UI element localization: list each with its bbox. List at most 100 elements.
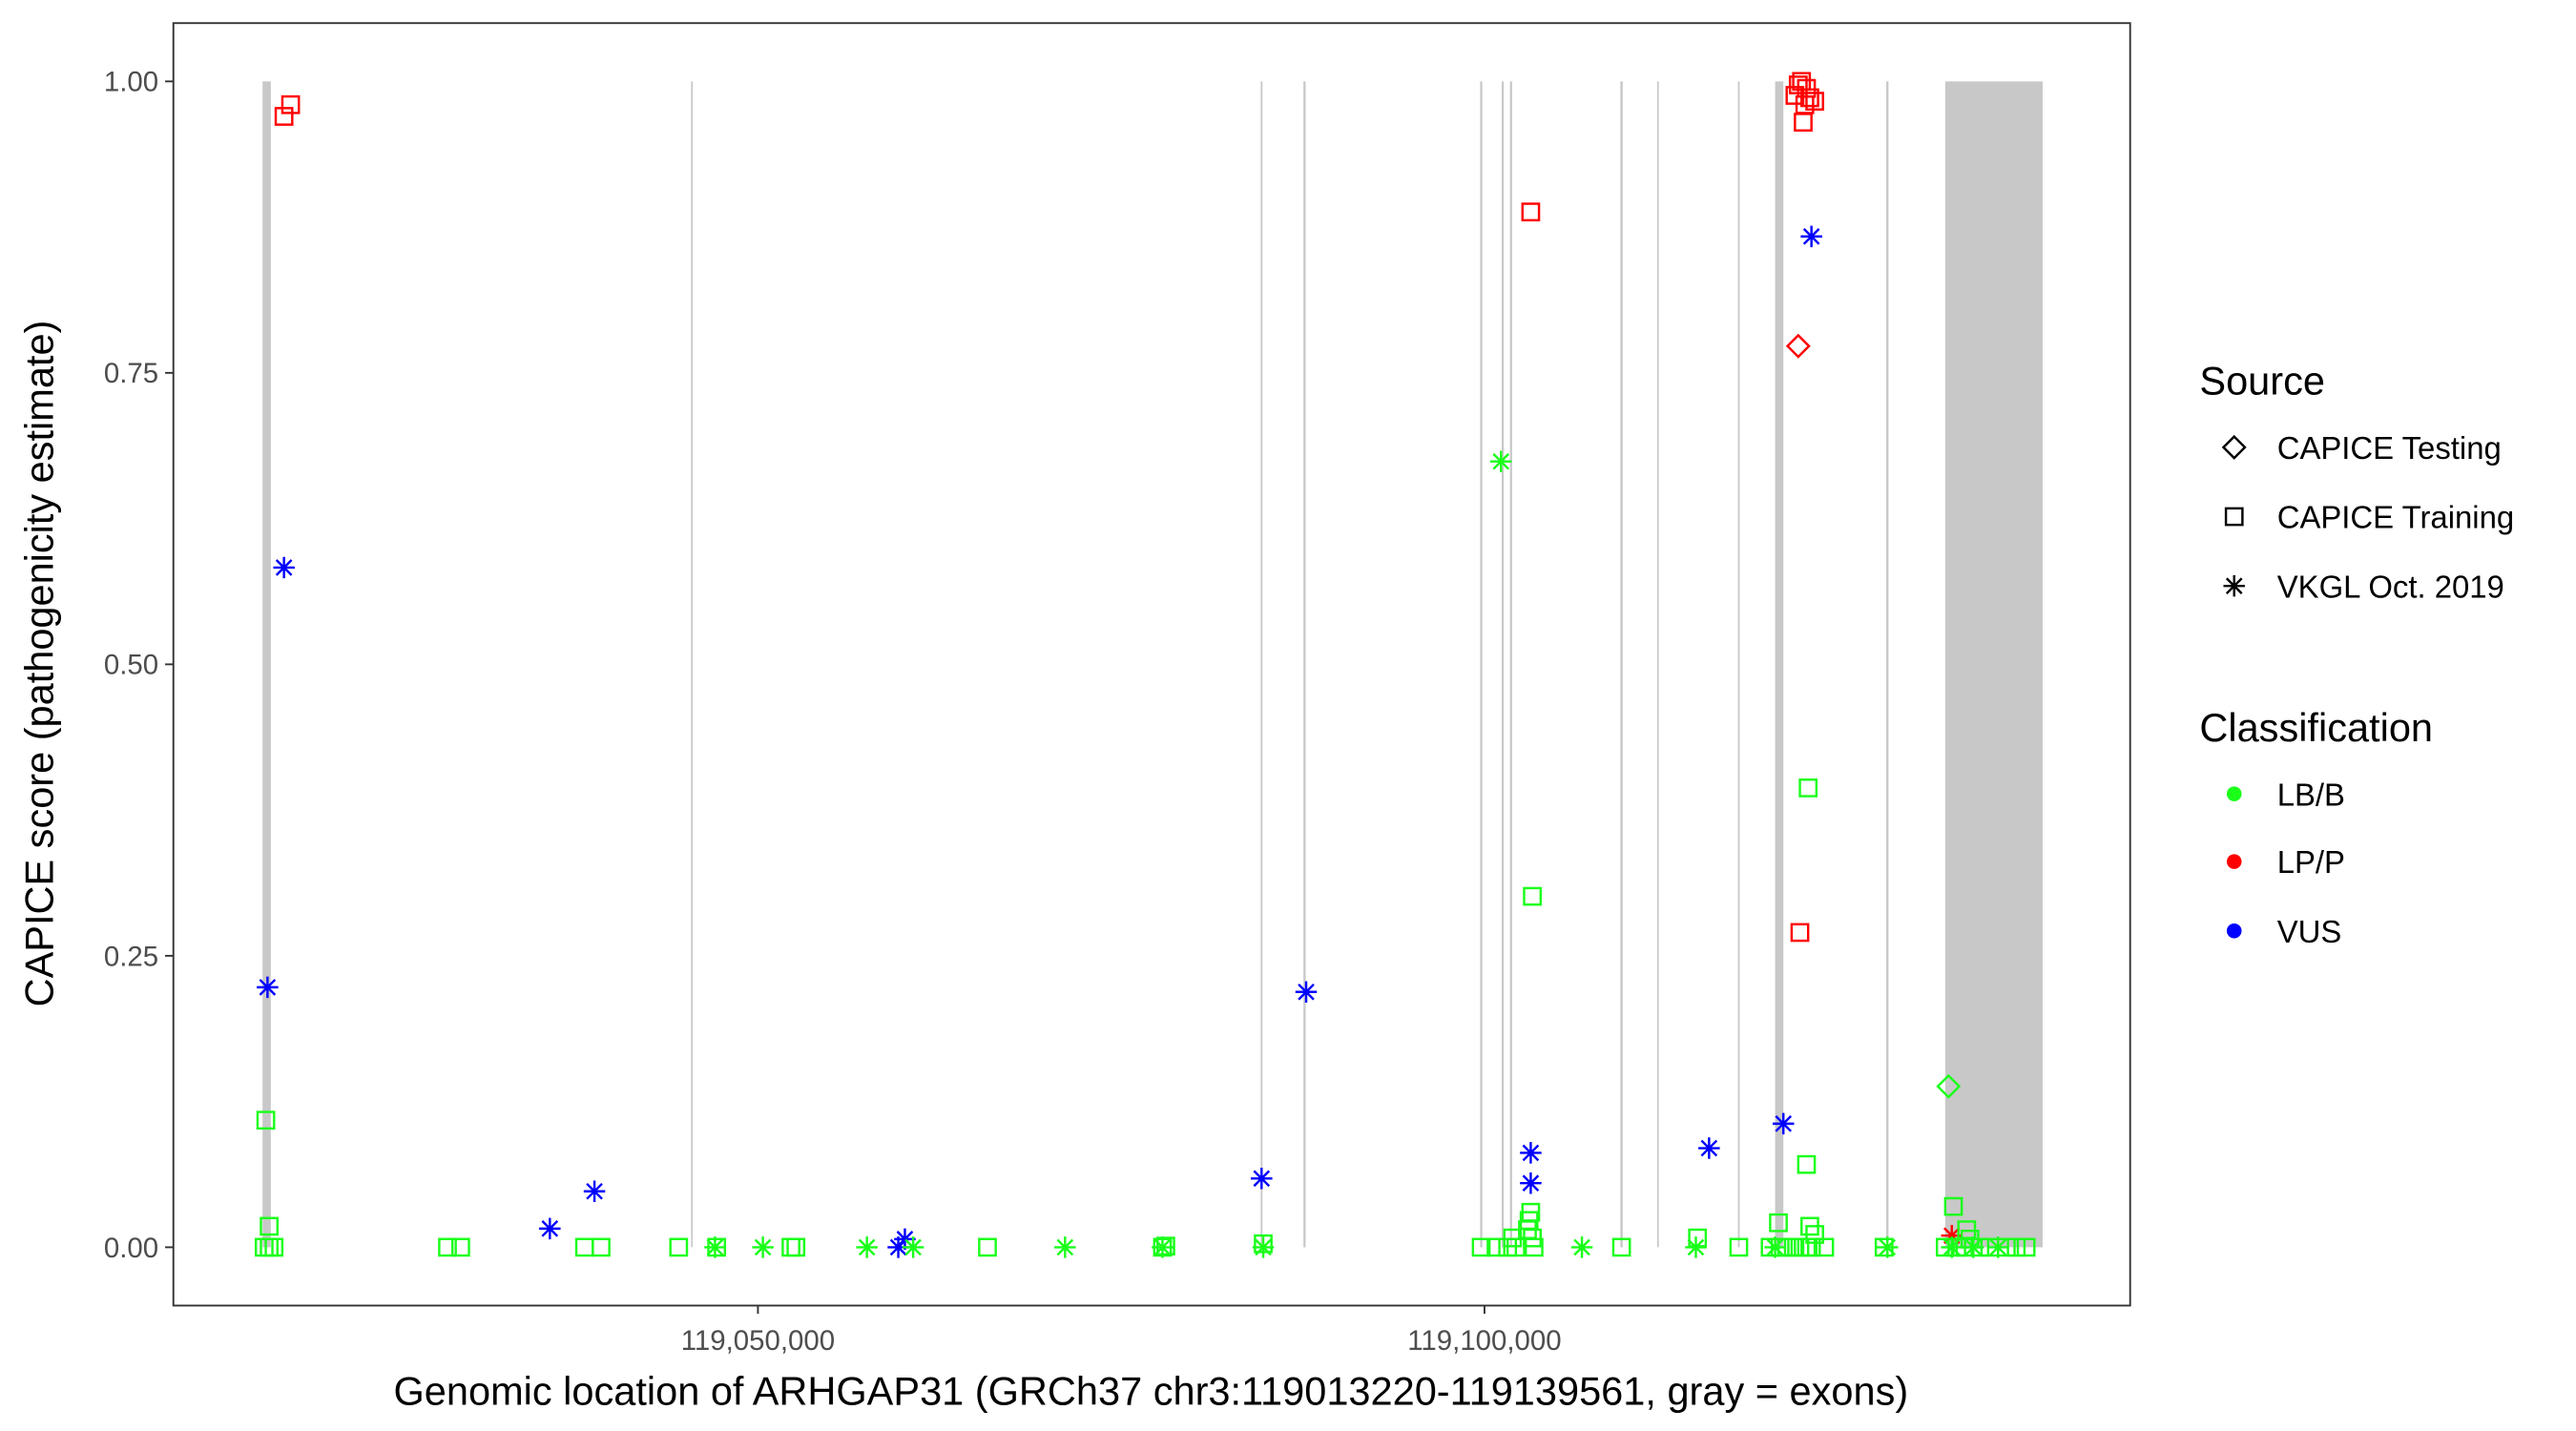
exon-band <box>1303 81 1306 1248</box>
exon-band <box>1944 81 2043 1248</box>
legend-class-1-label: LP/P <box>2277 844 2345 880</box>
data-point <box>1490 450 1512 472</box>
data-point <box>1152 1236 1174 1258</box>
y-tick-label: 0.50 <box>104 650 158 681</box>
exon-band <box>691 81 694 1248</box>
data-point <box>707 1237 727 1257</box>
data-point <box>1801 1237 1821 1257</box>
data-point <box>438 1237 457 1257</box>
data-point <box>1794 113 1813 132</box>
exon-band <box>1509 81 1512 1248</box>
data-point <box>1772 1112 1795 1135</box>
data-point <box>256 1110 276 1130</box>
data-point <box>2006 1237 2026 1257</box>
data-point <box>1798 778 1818 798</box>
legend-sources-2-label: VKGL Oct. 2019 <box>2277 569 2504 604</box>
data-point <box>1153 1237 1173 1257</box>
data-point <box>1252 1236 1275 1258</box>
data-point <box>1800 225 1822 248</box>
data-point <box>264 1237 284 1257</box>
data-point <box>1525 1237 1544 1257</box>
data-point <box>1521 1202 1541 1222</box>
y-tick-label: 0.75 <box>104 358 158 389</box>
legend-class-title: Classification <box>2199 705 2433 750</box>
data-point <box>2016 1237 2036 1257</box>
data-point <box>274 107 294 126</box>
y-axis: 0.00 0.25 0.50 0.75 1.00 <box>104 67 174 1264</box>
data-point <box>902 1236 924 1258</box>
data-point <box>894 1228 916 1251</box>
data-point <box>1769 1213 1788 1233</box>
exon-band <box>1620 81 1623 1248</box>
data-point <box>1963 1236 1984 1258</box>
data-point <box>592 1237 611 1257</box>
legend-source-title: Source <box>2199 359 2325 404</box>
legend-source-keys <box>2221 434 2247 597</box>
data-point <box>978 1237 997 1257</box>
data-point <box>1156 1236 1175 1256</box>
x-tick-label: 119,100,000 <box>1407 1325 1561 1357</box>
data-point <box>1997 1237 2016 1257</box>
data-point <box>539 1217 561 1240</box>
data-point <box>1943 1196 1963 1216</box>
data-point <box>1815 1237 1835 1257</box>
exon-band <box>1886 81 1889 1248</box>
exon-band <box>1501 81 1505 1248</box>
data-point <box>1054 1236 1076 1258</box>
data-point <box>1688 1228 1708 1248</box>
data-point <box>1251 1168 1273 1190</box>
legend-class-dot-icon <box>2226 854 2242 869</box>
data-point <box>1941 1236 1963 1258</box>
data-point <box>1520 1142 1542 1164</box>
data-point <box>856 1236 878 1258</box>
legend-class-dot-icon <box>2226 923 2242 939</box>
data-point <box>1471 1237 1491 1257</box>
data-point <box>260 1216 279 1236</box>
data-points <box>255 72 2036 1258</box>
data-point <box>583 1180 606 1202</box>
data-point <box>1805 92 1824 111</box>
exon-band <box>262 81 271 1248</box>
legend-class-keys <box>2226 786 2242 939</box>
data-point <box>704 1236 726 1258</box>
y-tick-label: 0.00 <box>104 1233 158 1264</box>
data-point <box>1877 1236 1899 1258</box>
data-point <box>273 556 295 579</box>
data-point <box>1785 333 1811 359</box>
legend-class-dot-icon <box>2226 786 2242 801</box>
y-tick-label: 1.00 <box>104 67 158 98</box>
data-point <box>1941 1224 1963 1247</box>
data-point <box>1521 202 1541 222</box>
data-point <box>1729 1237 1749 1257</box>
x-axis-title: Genomic location of ARHGAP31 (GRCh37 chr… <box>393 1368 1908 1413</box>
data-point <box>1790 923 1810 943</box>
data-point <box>1570 1236 1593 1258</box>
data-point <box>1936 1073 1962 1099</box>
legend-class-2-label: VUS <box>2277 914 2342 949</box>
data-point <box>752 1236 774 1258</box>
data-point <box>451 1237 470 1257</box>
data-point <box>1805 1225 1824 1244</box>
data-point <box>257 976 279 999</box>
y-axis-title: CAPICE score (pathogenicity estimate) <box>16 321 61 1007</box>
legend: Source CAPICE Testing CAPICE Training VK… <box>2199 359 2514 949</box>
exon-band <box>1775 81 1784 1248</box>
legend-sources-1-label: CAPICE Training <box>2277 500 2514 535</box>
legend-source-square-icon <box>2224 507 2244 527</box>
legend-source-asterisk-icon <box>2223 574 2245 597</box>
legend-class-0-label: LB/B <box>2277 777 2345 812</box>
legend-sources-0-label: CAPICE Testing <box>2277 430 2502 466</box>
x-tick-label: 119,050,000 <box>681 1325 835 1357</box>
legend-source-diamond-icon <box>2221 434 2247 460</box>
data-point <box>1698 1137 1720 1159</box>
data-point <box>1800 88 1819 108</box>
data-point <box>1764 1236 1786 1258</box>
data-point <box>786 1237 806 1257</box>
plot-background <box>173 23 2130 1306</box>
exon-bands <box>262 81 2043 1248</box>
data-point <box>1797 1154 1817 1174</box>
exon-band <box>1260 81 1263 1248</box>
data-point <box>1611 1237 1631 1257</box>
x-axis: 119,050,000 119,100,000 <box>681 1305 1562 1357</box>
